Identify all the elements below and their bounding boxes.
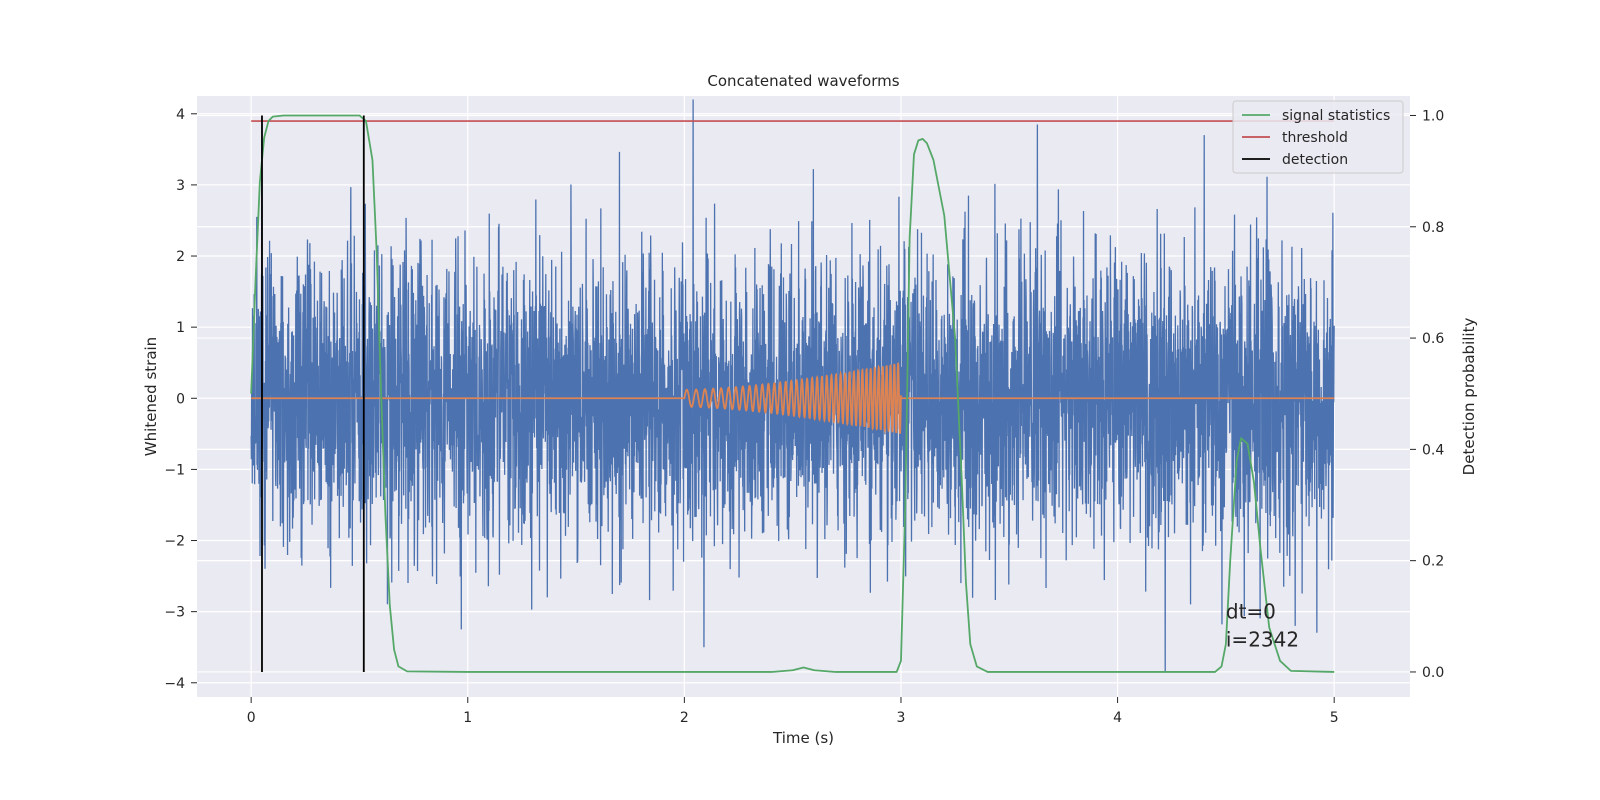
y-tick-label: 4 <box>176 107 185 123</box>
x-tick-label: 0 <box>247 710 256 726</box>
y-axis-label: Whitened strain <box>142 337 160 456</box>
axes: 0 1 2 3 4 5 −4 −3 −2 −1 0 1 2 3 4 0.0 0.2 0.4 0.6 0.8 1.0 <box>164 107 1444 726</box>
x-tick-label: 5 <box>1330 710 1339 726</box>
legend-box <box>1232 100 1404 174</box>
y2-tick-label: 0.4 <box>1422 442 1444 458</box>
x-tick-label: 3 <box>897 710 906 726</box>
y-tick-label: 2 <box>176 249 185 265</box>
y2-tick-label: 0.0 <box>1422 665 1444 681</box>
plot-series <box>250 99 1335 673</box>
chart-title: Concatenated waveforms <box>707 72 899 90</box>
y-tick-label: 1 <box>176 320 185 336</box>
y2-tick-label: 0.6 <box>1422 331 1444 347</box>
strain-series <box>250 99 1335 673</box>
x-tick-label: 2 <box>680 710 689 726</box>
x-tick-label: 1 <box>463 710 472 726</box>
y-tick-label: 0 <box>176 391 185 407</box>
legend: signal statistics threshold detection <box>1232 100 1404 174</box>
legend-entry-threshold: threshold <box>1282 130 1348 146</box>
annotation-index: i=2342 <box>1226 628 1299 652</box>
y2-tick-label: 1.0 <box>1422 108 1444 124</box>
y-tick-label: −2 <box>164 534 185 550</box>
x-axis-label: Time (s) <box>772 729 834 747</box>
legend-entry-signal-statistics: signal statistics <box>1282 108 1390 124</box>
y-tick-label: 3 <box>176 178 185 194</box>
y-tick-label: −4 <box>164 676 185 692</box>
x-tick-label: 4 <box>1113 710 1122 726</box>
injected-signal-series <box>251 362 1335 435</box>
signal-statistics-series <box>250 114 1335 673</box>
y2-tick-label: 0.2 <box>1422 554 1444 570</box>
annotation-dt: dt=0 <box>1226 600 1276 624</box>
y2-tick-label: 0.8 <box>1422 220 1444 236</box>
y-tick-label: −3 <box>164 605 185 621</box>
legend-entry-detection: detection <box>1282 152 1348 168</box>
annotation: dt=0 i=2342 <box>1226 600 1299 652</box>
y-tick-label: −1 <box>164 462 185 478</box>
y2-axis-label: Detection probability <box>1460 318 1478 476</box>
